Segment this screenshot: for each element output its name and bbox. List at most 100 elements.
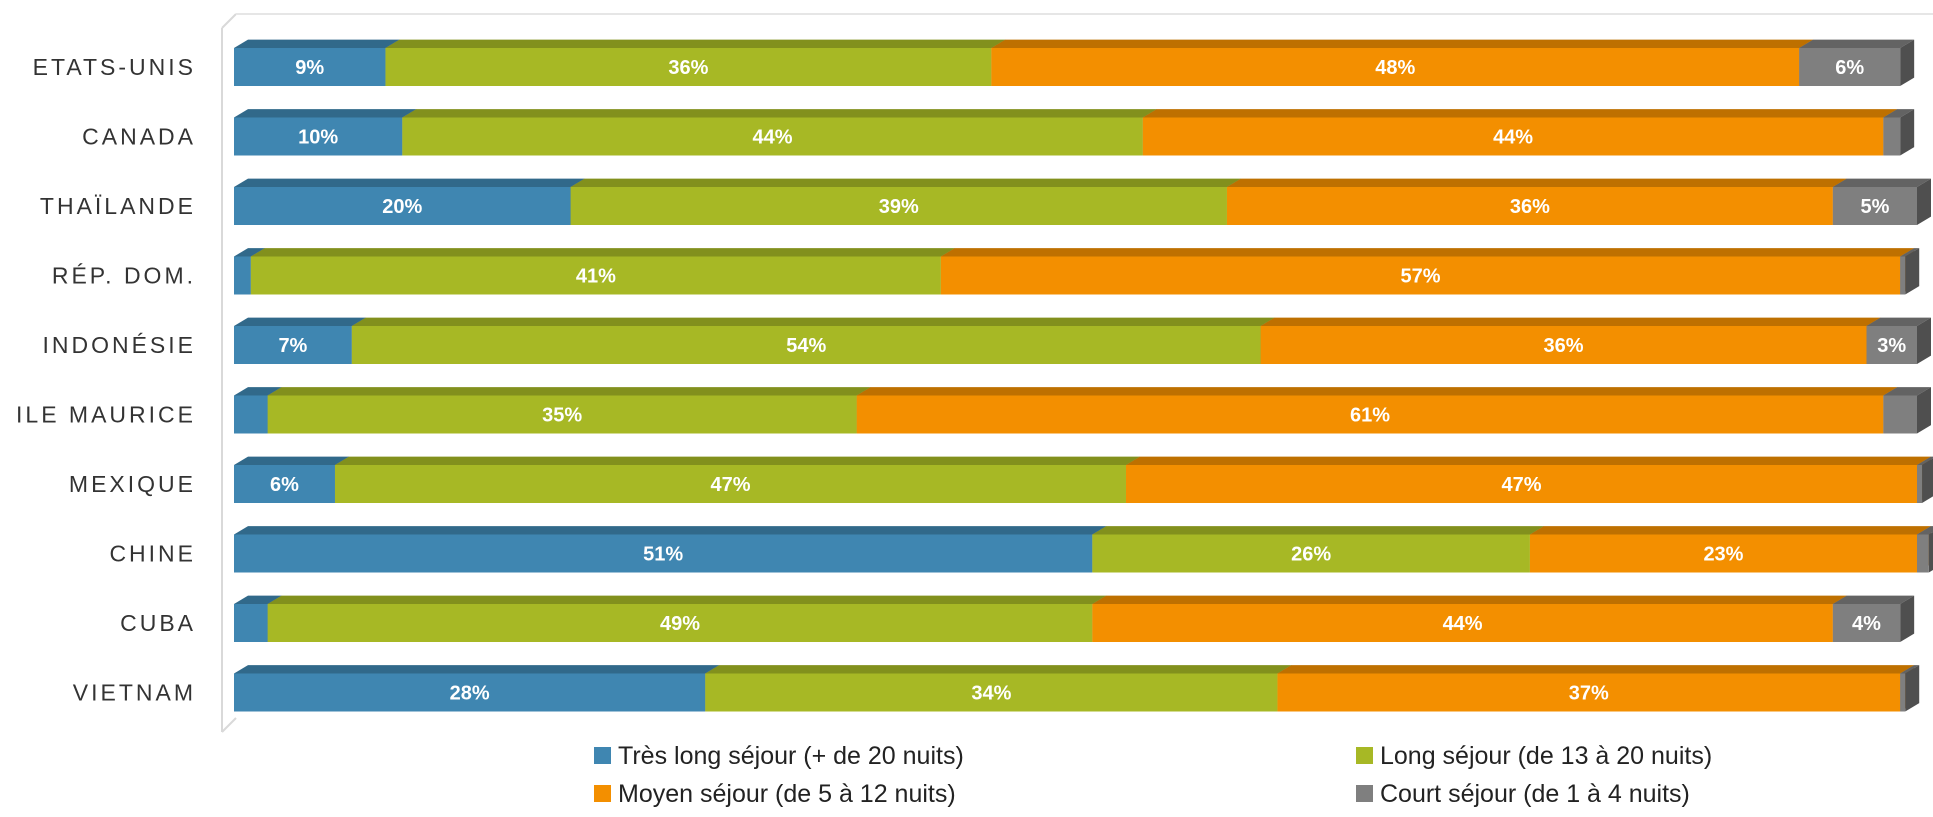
- category-label: CUBA: [120, 610, 196, 636]
- bar-top-face: [1917, 526, 1933, 535]
- bar-front-face: [234, 395, 268, 434]
- legend-item: Court séjour (de 1 à 4 nuits): [1356, 780, 1690, 808]
- data-label: 39%: [879, 196, 919, 218]
- legend-label: Très long séjour (+ de 20 nuits): [618, 742, 964, 770]
- bar-segment: [1866, 317, 1931, 364]
- bar-segment: [1277, 665, 1915, 712]
- axis-frame: [221, 13, 1933, 733]
- data-label: 49%: [660, 613, 700, 635]
- bar-front-face: [1260, 326, 1867, 364]
- bar-top-face: [267, 387, 871, 396]
- bar-front-face: [1125, 465, 1917, 503]
- bar-front-face: [234, 604, 268, 642]
- bar-top-face: [234, 456, 349, 465]
- bar-front-face: [940, 256, 1901, 295]
- bar-top-face: [402, 109, 1157, 118]
- bar-top-face: [940, 248, 1915, 257]
- bar-segment: [1900, 248, 1920, 295]
- bar-top-face: [1900, 248, 1920, 257]
- bar-top-face: [234, 39, 400, 48]
- bar-top-face: [1883, 109, 1915, 118]
- bar-segment: [991, 39, 1814, 86]
- data-label: 44%: [753, 127, 793, 149]
- bar-segment: [1832, 595, 1915, 642]
- bar-front-face: [570, 187, 1227, 225]
- bar-top-face: [1125, 456, 1931, 465]
- category-label: INDONÉSIE: [42, 332, 196, 358]
- bar-front-face: [1900, 673, 1906, 712]
- bar-top-face: [1226, 178, 1847, 187]
- bar-front-face: [991, 48, 1800, 86]
- bar-segment: [1883, 109, 1915, 156]
- category-label: CANADA: [82, 124, 196, 150]
- data-label: 47%: [1501, 474, 1541, 496]
- bar-top-face: [1883, 387, 1931, 396]
- bar-front-face: [385, 48, 992, 86]
- bar-front-face: [234, 534, 1093, 573]
- bar-top-face: [991, 39, 1814, 48]
- bar-segment: [1125, 456, 1931, 503]
- bar-top-face: [1900, 665, 1920, 674]
- bar-top-face: [1260, 317, 1881, 326]
- category-labels: ETATS-UNIS CANADA THAÏLANDE RÉP. DOM. INDONÉ…: [16, 54, 196, 706]
- category-label: VIETNAM: [73, 680, 196, 706]
- data-label: 57%: [1400, 266, 1440, 288]
- category-label: ILE MAURICE: [16, 402, 196, 428]
- data-label: 26%: [1291, 544, 1331, 566]
- bar-segment: [1260, 317, 1881, 364]
- category-label: THAÏLANDE: [40, 193, 196, 219]
- legend-swatch: [1356, 747, 1373, 764]
- bar-top-face: [234, 526, 1107, 535]
- bar-segment: [1529, 526, 1931, 573]
- bar-front-face: [856, 395, 1884, 434]
- data-label: 6%: [270, 474, 299, 496]
- bar-front-face: [1092, 534, 1530, 573]
- bar-front-face: [250, 256, 941, 295]
- bar-front-face: [1917, 534, 1929, 573]
- bar-top-face: [1092, 526, 1544, 535]
- data-label: 5%: [1860, 196, 1889, 218]
- bar-top-face: [234, 665, 720, 674]
- bar-top-face: [234, 109, 417, 118]
- bar-top-face: [570, 178, 1241, 187]
- bar-segment: [334, 456, 1140, 503]
- bar-top-face: [234, 595, 282, 604]
- bar-side-face: [1928, 531, 1933, 573]
- bar-front-face: [234, 48, 386, 86]
- bar-front-face: [351, 326, 1261, 364]
- legend: Très long séjour (+ de 20 nuits) Long séj…: [594, 742, 1712, 808]
- bar-top-face: [1142, 109, 1898, 118]
- bar-side-face: [1917, 317, 1931, 364]
- data-label: 34%: [971, 683, 1011, 705]
- bars: [234, 39, 1933, 712]
- bar-front-face: [1092, 604, 1833, 642]
- bar-segment: [234, 178, 585, 225]
- data-label: 7%: [278, 335, 307, 357]
- legend-swatch: [594, 785, 611, 802]
- bar-front-face: [334, 465, 1126, 503]
- category-label: RÉP. DOM.: [52, 263, 196, 289]
- axis-depth-line: [221, 13, 237, 29]
- bar-top-face: [385, 39, 1006, 48]
- bar-front-face: [1799, 48, 1901, 86]
- data-label: 44%: [1493, 127, 1533, 149]
- bar-side-face: [1917, 178, 1931, 225]
- data-label: 61%: [1350, 405, 1390, 427]
- bar-top-face: [1917, 456, 1933, 465]
- bar-segment: [351, 317, 1275, 364]
- bar-side-face: [1905, 248, 1920, 295]
- bar-top-face: [856, 387, 1898, 396]
- data-label: 54%: [786, 335, 826, 357]
- bar-front-face: [234, 256, 251, 295]
- bar-segment: [234, 109, 417, 156]
- bar-top-face: [1832, 178, 1931, 187]
- bar-front-face: [267, 604, 1093, 642]
- bar-segment: [1226, 178, 1847, 225]
- bar-segment: [1917, 456, 1933, 503]
- bar-front-face: [705, 673, 1278, 712]
- bar-top-face: [351, 317, 1275, 326]
- bar-front-face: [1142, 117, 1884, 156]
- bar-front-face: [234, 117, 403, 156]
- data-label: 9%: [295, 57, 324, 79]
